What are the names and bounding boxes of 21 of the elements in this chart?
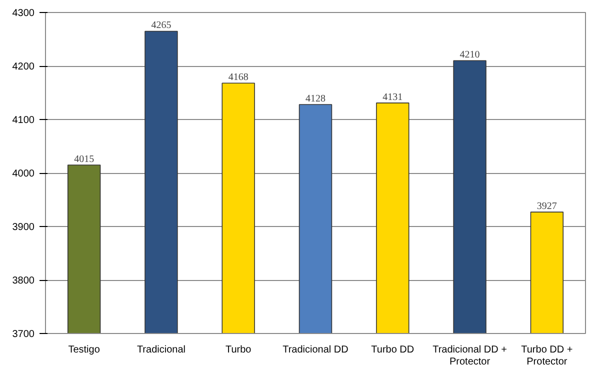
data-label: 4168 (228, 72, 248, 84)
y-tick-label: 3900 (12, 222, 35, 233)
data-label: 3927 (536, 201, 557, 212)
x-tick-label: Testigo (68, 344, 100, 356)
y-tick-label: 3700 (12, 329, 35, 340)
data-label: 4131 (382, 92, 403, 103)
data-label: 4210 (460, 50, 480, 61)
data-label: 4128 (306, 94, 326, 105)
x-tick-label: Tradicional DD (282, 344, 348, 356)
x-tick-label: Turbo (225, 344, 252, 356)
y-tick-label: 4200 (12, 62, 35, 72)
x-tick-label: Tradicional (136, 344, 186, 356)
y-tick-label: 3800 (12, 276, 35, 286)
x-tick-label: Turbo DD (371, 344, 414, 356)
data-label: 4015 (74, 154, 94, 165)
y-tick-label: 4000 (12, 168, 35, 180)
x-tick-label: Turbo DD + Protector (521, 344, 573, 368)
y-tick-label: 4100 (12, 115, 35, 126)
x-tick-label: Tradicional DD + Protector (432, 344, 508, 368)
y-tick-label: 4300 (12, 8, 35, 19)
data-label: 4265 (151, 20, 172, 32)
